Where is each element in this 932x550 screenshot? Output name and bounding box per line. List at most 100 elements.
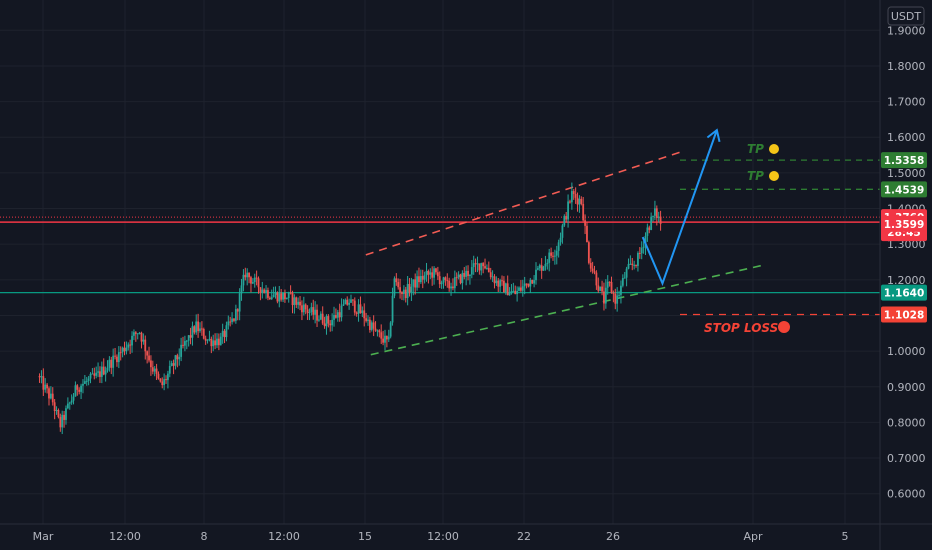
candle-body (391, 295, 394, 323)
candle-body (172, 363, 175, 366)
money-bag-icon (769, 171, 779, 181)
candle-body (370, 322, 373, 330)
candle-body (104, 370, 107, 375)
candle-body (236, 309, 239, 312)
candle-body (280, 293, 283, 300)
candle-body (550, 252, 553, 256)
candle-body (355, 312, 358, 314)
candle-body (436, 272, 439, 277)
candle-body (638, 253, 641, 255)
y-tick-label: 1.6000 (887, 131, 926, 144)
candle-body (63, 414, 65, 420)
candle-body (97, 371, 99, 373)
candle-body (599, 286, 602, 291)
stop-loss-label: STOP LOSS (704, 321, 778, 335)
candle-body (465, 270, 468, 277)
candle-body (99, 371, 101, 377)
candle-body (501, 280, 503, 282)
candle-body (310, 307, 313, 313)
candle-body (295, 297, 298, 305)
candle-body (144, 339, 147, 352)
price-badges: 1.53581.45391.376028:451.35991.16401.102… (881, 152, 927, 323)
candle-body (306, 309, 309, 313)
tp1-badge (881, 181, 927, 198)
currency-badge[interactable] (887, 6, 925, 26)
candle-body (519, 287, 522, 291)
candle-body (442, 277, 445, 283)
candle-body (108, 359, 111, 368)
candle-body (204, 338, 207, 341)
x-tick-label: 22 (517, 530, 531, 543)
candle-body (586, 225, 588, 243)
candle-body (363, 310, 366, 319)
candle-body (565, 216, 568, 220)
candle-body (518, 287, 520, 291)
candle-body (304, 304, 307, 310)
candle-body (419, 276, 422, 283)
candle-body (385, 335, 388, 340)
candle-body (425, 270, 428, 276)
y-tick-label: 1.8000 (887, 60, 926, 73)
x-tick-label: Apr (743, 530, 763, 543)
candle-body (361, 310, 364, 314)
price-axis-panel[interactable] (880, 0, 932, 550)
candle-body (116, 356, 118, 363)
candle-body (521, 286, 524, 291)
candle-body (584, 220, 586, 226)
candle-body (525, 283, 528, 285)
candle-body (470, 267, 473, 275)
candle-body (572, 191, 575, 195)
candle-body (336, 312, 339, 318)
candle-body (382, 338, 385, 343)
candle-body (342, 304, 345, 306)
candle-body (493, 276, 496, 284)
candle-body (93, 373, 96, 376)
candle-body (421, 276, 424, 280)
candle-body (189, 335, 192, 338)
projection-arrow (641, 128, 721, 287)
y-tick-label: 1.3000 (887, 238, 926, 251)
candle-body (333, 315, 335, 320)
candle-body (59, 416, 62, 428)
candle-body (244, 274, 247, 278)
candle-body (282, 293, 284, 300)
candle-body (223, 330, 226, 338)
candle-body (531, 279, 534, 284)
candle-body (268, 297, 271, 300)
tp2-badge (881, 152, 927, 169)
candle-body (312, 307, 315, 315)
candle-body (357, 304, 360, 314)
candle-body (448, 280, 451, 289)
candle-body (627, 264, 630, 269)
candle-body (399, 287, 401, 293)
x-tick-label: 26 (606, 530, 620, 543)
stop-icon (778, 321, 790, 333)
candle-body (125, 347, 128, 352)
candle-body (151, 367, 154, 372)
candle-body (212, 340, 215, 347)
candle-body (221, 330, 224, 337)
candle-body (367, 319, 369, 321)
candle-body (469, 274, 471, 277)
candle-body (459, 274, 462, 284)
candle-body (257, 278, 260, 288)
tp-label-bottom: TP (747, 169, 764, 183)
candle-body (614, 293, 617, 304)
candle-body (159, 378, 162, 382)
candle-body (242, 274, 245, 286)
candle-body (187, 335, 190, 341)
y-tick-label: 1.2000 (887, 274, 926, 287)
candle-body (299, 301, 301, 306)
candle-body (389, 322, 392, 337)
candle-body (457, 274, 460, 278)
candle-body (178, 356, 181, 360)
candle-body (495, 280, 498, 284)
candle-body (216, 338, 218, 346)
candle-body (372, 322, 375, 329)
candle-body (559, 237, 562, 243)
candle-body (527, 283, 530, 287)
candle-body (272, 294, 275, 298)
y-tick-label: 1.7000 (887, 96, 926, 109)
candle-body (83, 381, 86, 384)
